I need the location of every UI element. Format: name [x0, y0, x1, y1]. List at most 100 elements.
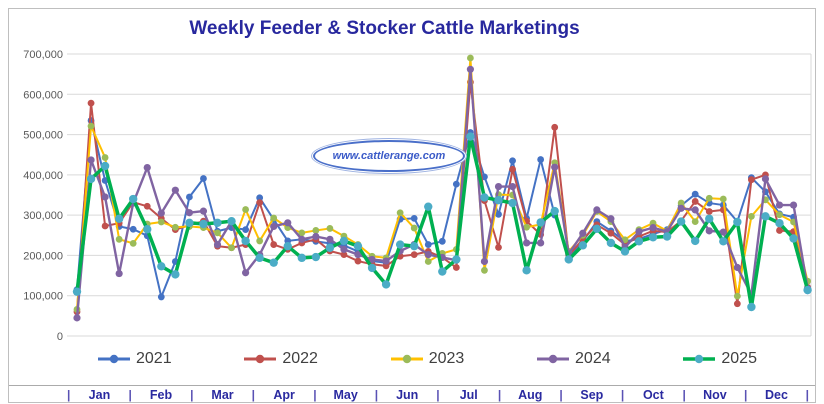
legend-dot — [402, 354, 411, 364]
y-axis-label: 300,000 — [23, 210, 63, 222]
series-2023-point — [101, 154, 109, 161]
month-cell-feb: | Feb — [129, 388, 191, 402]
series-2021-point — [410, 214, 418, 222]
month-tick: | — [620, 388, 625, 402]
watermark-text: www.cattlerange.com — [332, 150, 446, 162]
series-2023-point — [424, 258, 432, 265]
month-cell-apr: | Apr — [252, 388, 314, 402]
series-2025-point — [803, 285, 812, 295]
series-2024-point — [298, 235, 306, 243]
series-2023-point — [523, 223, 530, 231]
series-2023-point — [129, 239, 137, 247]
month-tick: | — [436, 388, 440, 402]
series-2024-point — [284, 219, 292, 227]
series-2024-point — [691, 206, 699, 214]
series-2025-point — [227, 216, 236, 226]
series-2021-point — [256, 194, 264, 202]
month-cell-may: | May — [313, 388, 375, 402]
series-2024-point — [775, 201, 784, 209]
series-2025-point — [691, 236, 700, 246]
series-2022-point — [733, 300, 741, 308]
series-2022-point — [410, 251, 418, 259]
legend-item-2022[interactable]: 2022 — [243, 350, 318, 368]
series-2025-point — [438, 267, 447, 276]
series-2024-point — [551, 163, 559, 171]
series-2023-point — [256, 237, 264, 245]
series-2024-point — [424, 251, 432, 259]
series-2025-point — [747, 302, 756, 312]
legend-marker-icon-2023 — [390, 354, 423, 364]
month-tick: | — [374, 388, 379, 402]
legend-dot — [548, 354, 558, 364]
series-2022-point — [607, 229, 615, 237]
series-2023-point — [115, 235, 123, 243]
series-2022-point — [495, 243, 502, 251]
month-label: Jan — [88, 388, 111, 402]
series-2024-point — [649, 224, 657, 232]
series-2021-point — [129, 225, 137, 233]
y-axis-label: 500,000 — [23, 130, 63, 142]
series-2025-point — [381, 280, 391, 289]
series-2024-point — [185, 209, 193, 217]
series-2025-point — [634, 237, 644, 246]
series-2025-point — [283, 241, 292, 251]
series-2021-point — [424, 241, 432, 248]
series-2021-point — [242, 226, 250, 234]
series-2022-point — [270, 241, 278, 248]
series-2024-point — [508, 182, 517, 191]
series-2025-point — [213, 218, 222, 227]
series-2024-point — [579, 229, 587, 237]
series-2023-point — [776, 211, 783, 219]
series-2025-point — [761, 212, 770, 221]
series-2023-point — [691, 218, 699, 225]
series-2024-point — [354, 251, 362, 259]
chart-title: Weekly Feeder & Stocker Cattle Marketing… — [189, 18, 580, 39]
series-2025-point — [480, 193, 489, 202]
month-label: Apr — [273, 388, 295, 402]
series-2021-point — [509, 157, 516, 165]
series-2025-point — [592, 224, 602, 234]
series-2024-point — [607, 215, 615, 223]
legend-item-2021[interactable]: 2021 — [97, 350, 172, 368]
series-2023-point — [298, 229, 306, 237]
series-2025-point — [508, 198, 517, 208]
series-2022-point — [705, 208, 713, 215]
month-tick: | — [251, 388, 255, 402]
legend-label: 2024 — [575, 350, 611, 367]
legend-label: 2021 — [136, 350, 172, 367]
series-2024-point — [677, 204, 685, 212]
legend-item-2023[interactable]: 2023 — [390, 350, 464, 368]
series-2024-point — [494, 182, 503, 191]
series-2025-point — [185, 218, 194, 227]
series-2022-point — [551, 123, 559, 131]
legend-marker-icon-2021 — [98, 354, 130, 364]
month-cell-jun: | Jun — [375, 388, 437, 402]
series-2021-point — [186, 193, 193, 201]
series-2025-point — [494, 196, 503, 205]
series-2025-point — [353, 241, 363, 251]
series-2024-point — [87, 156, 95, 164]
series-2024-point — [242, 269, 250, 277]
series-2025-point — [199, 219, 208, 229]
series-2023-point — [719, 195, 727, 203]
series-2025-point — [550, 206, 559, 216]
month-tick: | — [497, 388, 502, 402]
series-2021-point — [537, 156, 545, 163]
series-2024-point — [733, 263, 741, 272]
series-2024-point — [270, 222, 278, 231]
series-2025-point — [536, 218, 545, 227]
series-2023-point — [326, 225, 334, 232]
series-2025-point — [719, 237, 728, 246]
legend-item-2024[interactable]: 2024 — [536, 350, 611, 368]
series-2023-point — [410, 224, 418, 232]
series-2024-point — [719, 228, 727, 236]
legend-item-2025[interactable]: 2025 — [682, 350, 757, 368]
series-2025-point — [86, 174, 96, 184]
month-label: May — [333, 388, 358, 402]
series-2023-point — [228, 244, 235, 252]
series-2024-point — [382, 257, 390, 265]
month-label: Jul — [459, 388, 478, 402]
series-2022-point — [691, 198, 699, 205]
chart-card: 0 100,000 200,000 300,000 400,000 500,000 600,… — [8, 8, 816, 403]
month-tick: | — [682, 388, 686, 402]
